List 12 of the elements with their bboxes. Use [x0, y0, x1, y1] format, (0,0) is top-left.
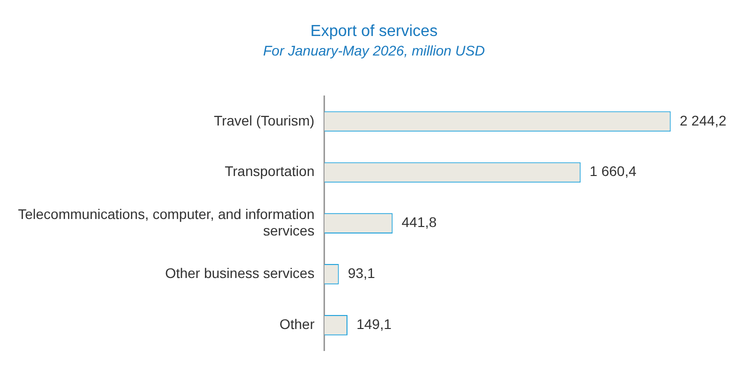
- y-tick-label: Telecommunications, computer, and information services: [18, 206, 314, 239]
- data-label: 1 660,4: [590, 163, 637, 180]
- data-label: 149,1: [356, 316, 392, 332]
- y-tick-label: Travel (Tourism): [214, 112, 314, 128]
- data-label: 441,8: [402, 214, 437, 230]
- y-tick-label: Transportation: [224, 163, 314, 180]
- chart-subtitle: For January-May 2026, million USD: [263, 42, 485, 58]
- y-tick-label: Other: [279, 316, 315, 332]
- chart-title: Export of services: [310, 23, 438, 40]
- y-tick-label: Other business services: [165, 265, 314, 282]
- data-label: 93,1: [348, 265, 376, 282]
- data-label: 2 244,2: [680, 112, 727, 128]
